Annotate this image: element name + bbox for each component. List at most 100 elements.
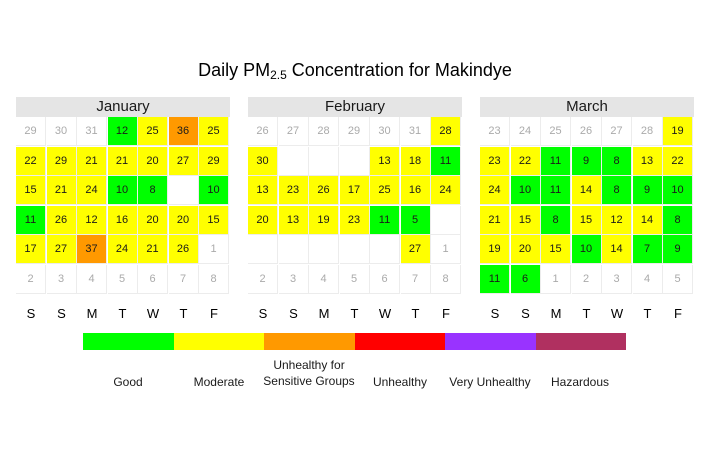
weekday-label: T — [118, 306, 127, 321]
calendar-day-outside: 6 — [370, 264, 400, 294]
weekday-label: W — [378, 306, 392, 321]
legend-swatch-unhealthy — [354, 333, 445, 350]
legend-swatch-moderate — [173, 333, 264, 350]
calendar-day: 8 — [541, 205, 571, 235]
calendar-day: 10 — [199, 176, 229, 205]
calendar-day: 19 — [480, 235, 510, 264]
calendar-day: 16 — [400, 176, 431, 205]
calendar-day — [309, 146, 339, 176]
calendar-day: 15 — [541, 235, 571, 264]
weekday-label: T — [350, 306, 359, 321]
month-header: February — [248, 97, 462, 117]
calendar-day: 30 — [248, 146, 278, 176]
calendar-day: 13 — [632, 146, 663, 176]
calendar-day: 27 — [400, 235, 431, 264]
calendar-day: 15 — [510, 205, 541, 235]
calendar-day-outside: 1 — [541, 264, 571, 294]
calendar-day: 26 — [309, 176, 339, 205]
calendar-day: 12 — [107, 117, 138, 146]
legend-label-hazardous: Hazardous — [550, 375, 610, 389]
calendar-day-outside: 26 — [248, 117, 278, 146]
calendar-day: 22 — [16, 146, 46, 176]
calendar-day-outside: 25 — [541, 117, 571, 146]
calendar-day: 17 — [339, 176, 370, 205]
weekday-label: T — [411, 306, 420, 321]
weekday-label: S — [521, 306, 530, 321]
calendar-day-outside: 31 — [400, 117, 431, 146]
calendar-day: 8 — [602, 146, 632, 176]
calendar-day-outside: 29 — [16, 117, 46, 146]
calendar-day: 21 — [480, 205, 510, 235]
calendar-day: 15 — [571, 205, 602, 235]
calendar-day: 27 — [168, 146, 199, 176]
calendar-day-outside: 27 — [278, 117, 309, 146]
calendar-day-outside: 4 — [77, 264, 107, 294]
weekday-label: M — [550, 306, 562, 321]
legend-swatch-very_unhealthy — [445, 333, 536, 350]
calendar-day-outside: 5 — [663, 264, 693, 294]
calendar-day: 21 — [138, 235, 168, 264]
calendar-day: 10 — [663, 176, 693, 205]
calendar-day — [431, 205, 461, 235]
calendar-day: 15 — [16, 176, 46, 205]
calendar-day-outside: 31 — [77, 117, 107, 146]
calendar-day-outside: 2 — [16, 264, 46, 294]
weekday-label: S — [289, 306, 298, 321]
calendar-day-outside: 30 — [46, 117, 77, 146]
calendar-day: 22 — [510, 146, 541, 176]
weekday-label: S — [258, 306, 268, 321]
calendar-day-outside: 3 — [46, 264, 77, 294]
calendar-day-outside: 6 — [138, 264, 168, 294]
calendar-day: 12 — [77, 205, 107, 235]
calendar-day: 23 — [339, 205, 370, 235]
calendar-day: 10 — [571, 235, 602, 264]
calendar-day: 37 — [77, 235, 107, 264]
calendar-day-outside: 1 — [431, 235, 461, 264]
calendar-day: 17 — [16, 235, 46, 264]
calendar-day — [278, 235, 309, 264]
calendar-day — [309, 235, 339, 264]
calendar-day — [278, 146, 309, 176]
calendar-day: 13 — [278, 205, 309, 235]
calendar-day: 19 — [663, 117, 693, 146]
calendar-day: 16 — [107, 205, 138, 235]
calendar-day: 26 — [168, 235, 199, 264]
calendar-day: 14 — [602, 235, 632, 264]
chart-title: Daily PM2.5 Concentration for Makindye — [198, 60, 512, 82]
legend-label-moderate: Moderate — [193, 375, 245, 389]
calendar-day-outside: 5 — [107, 264, 138, 294]
weekday-label: T — [179, 306, 188, 321]
calendar-day: 12 — [602, 205, 632, 235]
calendar-day: 7 — [632, 235, 663, 264]
weekday-label: W — [146, 306, 160, 321]
calendar-day — [339, 235, 370, 264]
calendar-day: 27 — [46, 235, 77, 264]
calendar-day: 15 — [199, 205, 229, 235]
calendar-day: 14 — [571, 176, 602, 205]
legend-label-unhealthy: Unhealthy — [372, 375, 428, 389]
calendar-day: 20 — [168, 205, 199, 235]
calendar-january: January 29 30 31 12 25 36 25 22 29 21 21 20 27 29 15 21 2… — [16, 97, 230, 301]
calendar-day: 19 — [309, 205, 339, 235]
calendar-day: 24 — [107, 235, 138, 264]
calendar-day — [168, 176, 199, 205]
weekday-label: S — [57, 306, 66, 321]
calendar-day: 24 — [431, 176, 461, 205]
calendar-day: 13 — [248, 176, 278, 205]
calendar-day: 14 — [632, 205, 663, 235]
calendar-day: 5 — [400, 205, 431, 235]
calendar-day-outside: 7 — [168, 264, 199, 294]
calendar-day: 20 — [138, 146, 168, 176]
calendar-day-outside: 26 — [571, 117, 602, 146]
calendar-day: 11 — [370, 205, 400, 235]
calendar-day: 29 — [46, 146, 77, 176]
calendar-day: 25 — [138, 117, 168, 146]
calendar-day-outside: 8 — [199, 264, 229, 294]
calendar-day: 23 — [278, 176, 309, 205]
calendar-day-outside: 27 — [602, 117, 632, 146]
calendar-day-outside: 2 — [571, 264, 602, 294]
calendar-day: 36 — [168, 117, 199, 146]
month-header: January — [16, 97, 230, 117]
calendar-day-outside: 8 — [431, 264, 461, 294]
calendar-day-outside: 3 — [278, 264, 309, 294]
